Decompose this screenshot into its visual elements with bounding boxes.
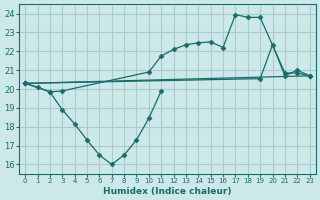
X-axis label: Humidex (Indice chaleur): Humidex (Indice chaleur) <box>103 187 232 196</box>
